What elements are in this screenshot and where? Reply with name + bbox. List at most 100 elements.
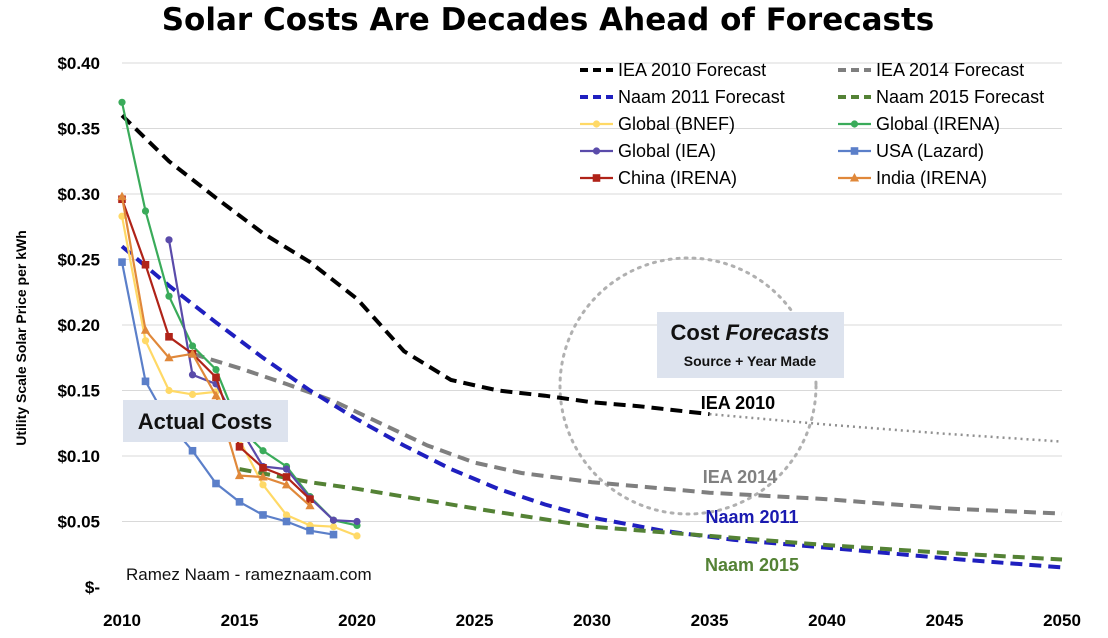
data-point-global-bnef [259,481,267,489]
series-line-global-bnef [120,216,358,537]
legend-label-naam-2015-forecast: Naam 2015 Forecast [876,87,1044,107]
x-tick-label: 2035 [691,611,729,630]
data-point-india-irena [305,500,315,510]
x-tick-label: 2030 [573,611,611,630]
forecast-box-title-2: Forecasts [726,320,830,345]
legend-label-india-irena: India (IRENA) [876,168,987,188]
legend-label-china-irena: China (IRENA) [618,168,737,188]
legend-label-iea-2014-forecast: IEA 2014 Forecast [876,60,1024,80]
y-tick-label: $- [85,578,100,597]
forecast-circle [558,256,818,516]
data-point-usa-lazard [235,498,244,506]
data-point-usa-lazard [212,479,220,488]
data-point-global-irena [118,98,126,106]
legend-label-global-bnef: Global (BNEF) [618,114,735,134]
data-point-china-irena [165,332,173,341]
y-tick-label: $0.05 [57,513,100,532]
x-tick-label: 2040 [808,611,846,630]
y-tick-labels: $- $0.05 $0.10 $0.15 $0.20 $0.25 $0.30 $0.35 $0.… [57,54,100,597]
label-naam-2015: Naam 2015 [705,555,799,575]
actual-costs-box: Actual Costs [123,400,288,442]
data-point-global-iea [165,236,173,244]
data-point-china-irena [259,463,267,472]
legend-marker-china-irena [592,174,601,182]
label-iea-2014: IEA 2014 [703,467,777,487]
legend-marker-global-irena [850,120,859,128]
forecast-box: Cost Forecasts Source + Year Made [657,312,844,378]
data-point-china-irena [306,495,314,504]
data-point-usa-lazard [141,377,150,386]
y-tick-label: $0.15 [57,382,100,401]
legend: IEA 2010 Forecast IEA 2014 Forecast Naam 2… [580,60,1044,188]
data-point-global-irena [141,207,150,215]
chart-title: Solar Costs Are Decades Ahead of Forecas… [162,2,935,38]
data-point-india-irena [140,325,151,334]
data-point-india-irena [258,471,268,481]
x-tick-label: 2050 [1043,611,1081,630]
series-line-iea-2014-forecast [191,351,1063,516]
data-point-usa-lazard [329,530,338,539]
y-tick-label: $0.10 [57,447,100,466]
data-point-global-irena [165,292,173,300]
data-point-global-irena [212,365,220,374]
data-point-global-irena [259,447,267,455]
label-naam-2011: Naam 2011 [705,507,798,527]
legend-marker-global-bnef [592,120,601,128]
y-tick-label: $0.25 [57,251,100,270]
gridlines [122,62,1062,522]
y-tick-label: $0.35 [57,120,100,139]
x-tick-label: 2020 [338,611,376,630]
data-point-china-irena [212,373,220,382]
series-line-naam-2011-forecast [120,244,1063,570]
data-point-usa-lazard [118,258,126,266]
x-tick-labels: 2010 2015 2020 2025 2030 2035 2040 2045 2050 [103,611,1081,630]
x-tick-label: 2010 [103,611,141,630]
y-tick-label: $0.40 [57,54,100,73]
data-point-india-irena [187,348,198,358]
legend-label-global-irena: Global (IRENA) [876,114,1000,134]
legend-label-global-iea: Global (IEA) [618,141,716,161]
series-line-iea-2010-forecast [120,113,710,417]
series-line-global-irena [120,102,358,527]
data-point-global-bnef [118,212,126,220]
data-point-global-bnef [353,532,361,540]
forecast-box-bg [657,312,844,378]
x-tick-label: 2015 [221,611,259,630]
data-point-global-bnef [188,390,197,399]
y-tick-label: $0.30 [57,185,100,204]
series-line-naam-2015-forecast [239,467,1063,562]
data-point-global-iea [353,517,361,526]
data-point-global-bnef [329,523,338,531]
data-point-global-iea [282,465,291,473]
series-extension-iea-2010-forecast [709,412,1063,443]
data-point-china-irena [141,260,150,269]
data-point-china-irena [235,443,244,451]
y-tick-label: $0.20 [57,316,100,335]
legend-marker-india-irena [849,173,860,182]
y-axis-label: Utility Scale Solar Price per kWh [13,230,29,446]
data-point-global-bnef [282,511,291,519]
data-point-global-iea [188,371,197,379]
legend-label-naam-2011-forecast: Naam 2011 Forecast [618,87,785,107]
data-point-global-bnef [165,386,173,395]
data-point-india-irena [281,479,292,489]
data-point-global-irena [188,342,197,350]
legend-marker-global-iea [592,147,601,155]
legend-label-iea-2010-forecast: IEA 2010 Forecast [618,60,766,80]
actual-costs-bg [123,400,288,442]
data-point-india-irena [234,470,245,480]
legend-marker-usa-lazard [850,147,859,155]
data-point-india-irena [164,352,174,362]
data-point-china-irena [282,473,291,481]
data-point-global-bnef [141,337,150,345]
forecast-box-title-1: Cost [671,320,726,345]
data-point-usa-lazard [259,511,267,519]
data-point-usa-lazard [282,517,291,526]
forecast-box-title: Cost Forecasts [671,320,830,345]
data-point-india-irena [211,390,221,400]
data-point-global-iea [329,516,338,524]
x-tick-label: 2045 [926,611,964,630]
x-tick-label: 2025 [456,611,494,630]
actual-costs-label: Actual Costs [138,409,272,434]
